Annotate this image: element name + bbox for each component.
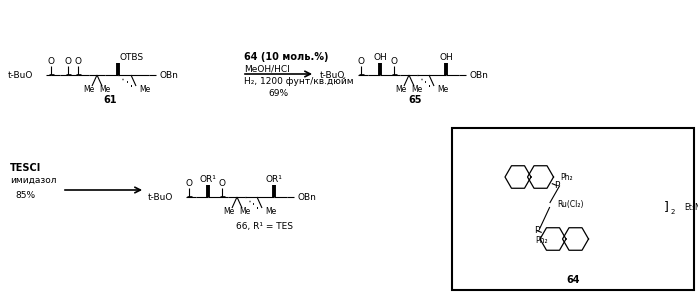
Text: 2: 2 (671, 209, 675, 215)
Text: MeOH/HCl: MeOH/HCl (244, 65, 290, 74)
Text: Ph₂: Ph₂ (560, 173, 573, 182)
Text: Me: Me (437, 86, 448, 94)
Text: O: O (218, 179, 225, 188)
Text: O: O (357, 57, 364, 66)
Text: OTBS: OTBS (120, 53, 144, 62)
Text: O: O (75, 57, 82, 66)
Text: t-BuO: t-BuO (148, 193, 173, 202)
Bar (452, 128, 694, 290)
Text: ]: ] (664, 201, 669, 213)
Text: Me: Me (83, 86, 95, 94)
Text: t-BuO: t-BuO (8, 71, 34, 80)
Text: P: P (534, 226, 540, 235)
Text: 64: 64 (566, 275, 580, 285)
Text: Ru(Cl₂): Ru(Cl₂) (557, 201, 584, 210)
Text: OR¹: OR¹ (200, 175, 216, 184)
Text: Ph₂: Ph₂ (535, 236, 548, 245)
Text: 64 (10 моль.%): 64 (10 моль.%) (244, 52, 329, 62)
Text: O: O (64, 57, 71, 66)
Text: O: O (186, 179, 193, 188)
Text: OH: OH (373, 53, 387, 62)
Text: H₂, 1200 фунт/кв.дюйм: H₂, 1200 фунт/кв.дюйм (244, 77, 354, 86)
Text: O: O (47, 57, 54, 66)
Text: Et₃N: Et₃N (684, 202, 698, 211)
Text: Me: Me (395, 86, 407, 94)
Text: Me: Me (265, 208, 276, 216)
Text: OBn: OBn (297, 193, 316, 202)
Text: OBn: OBn (469, 71, 488, 80)
Text: Me: Me (139, 86, 150, 94)
Text: 65: 65 (408, 95, 422, 105)
Text: имидазол: имидазол (10, 176, 57, 184)
Text: Me: Me (223, 208, 235, 216)
Text: t-BuO: t-BuO (320, 71, 346, 80)
Text: Me: Me (239, 208, 251, 216)
Text: OH: OH (439, 53, 453, 62)
Text: 69%: 69% (269, 89, 288, 97)
Text: Me: Me (99, 86, 110, 94)
Text: 66, R¹ = TES: 66, R¹ = TES (237, 222, 293, 231)
Text: Me: Me (411, 86, 422, 94)
Text: OBn: OBn (159, 71, 178, 80)
Text: 85%: 85% (15, 191, 35, 201)
Text: TESCl: TESCl (10, 163, 41, 173)
Text: O: O (390, 57, 397, 66)
Text: OR¹: OR¹ (265, 175, 283, 184)
Text: P: P (554, 181, 560, 190)
Text: 61: 61 (103, 95, 117, 105)
